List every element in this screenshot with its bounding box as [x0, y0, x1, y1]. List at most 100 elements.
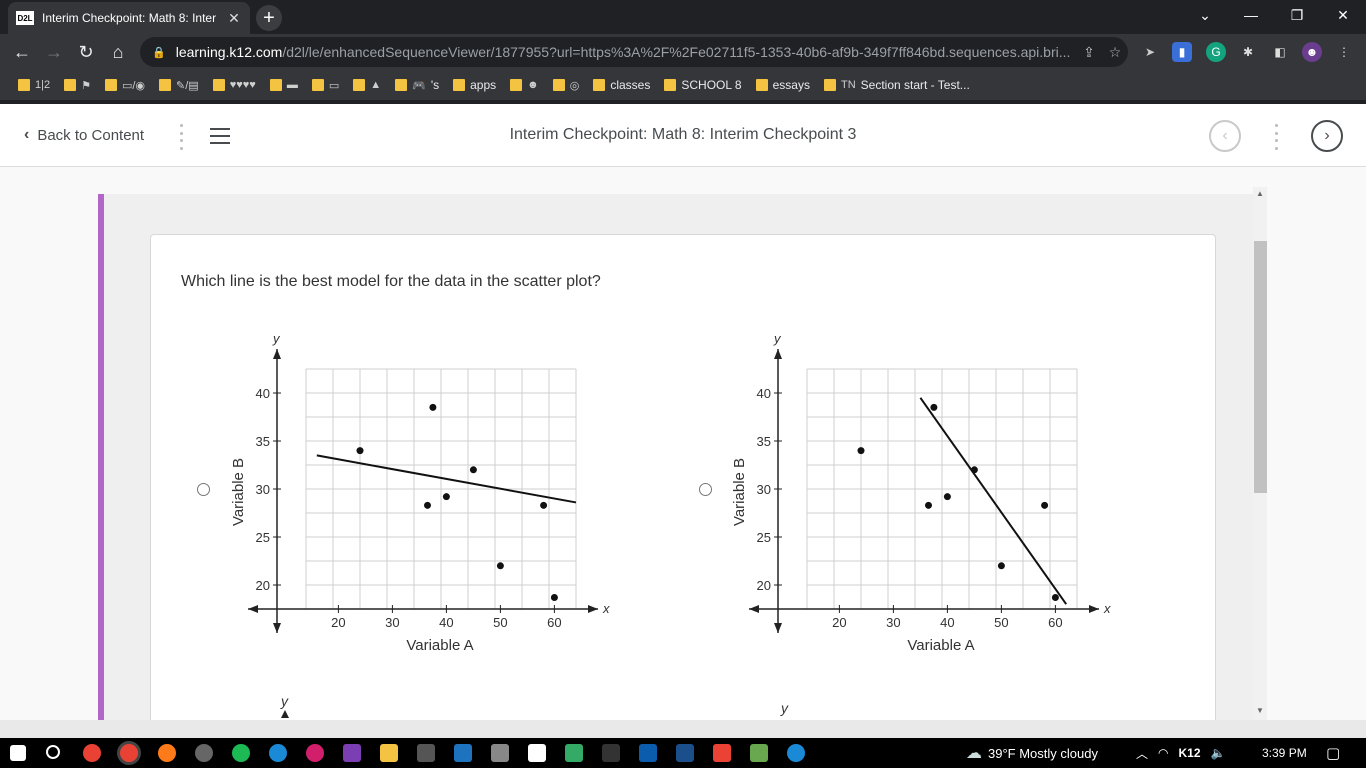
app-icon[interactable]: [639, 744, 657, 762]
question-card: Which line is the best model for the dat…: [150, 234, 1216, 720]
volume-icon[interactable]: 🔈: [1210, 746, 1226, 760]
bookmark-item[interactable]: ▬: [266, 79, 302, 91]
photos-app-icon[interactable]: [454, 744, 472, 762]
windows-start-icon[interactable]: [10, 745, 26, 761]
tab-search-icon[interactable]: ⌄: [1199, 6, 1211, 23]
bookmark-item[interactable]: ▲: [349, 79, 385, 91]
k12-tray-label: K12: [1178, 746, 1201, 760]
answer-radio-a[interactable]: [197, 483, 210, 496]
browser-tab[interactable]: D2L Interim Checkpoint: Math 8: Inter ✕: [8, 2, 250, 34]
bookmark-item[interactable]: ◎: [549, 79, 584, 92]
minecraft-icon[interactable]: [750, 744, 768, 762]
bookmark-star-icon[interactable]: ☆: [1108, 43, 1122, 60]
y-tick-label: 20: [757, 578, 771, 593]
side-panel-icon[interactable]: ◧: [1274, 45, 1286, 59]
data-point: [943, 493, 951, 501]
store-icon[interactable]: [528, 744, 546, 762]
bookmark-item[interactable]: essays: [752, 78, 814, 92]
bookmark-glyph-icon: ☻: [527, 79, 539, 91]
bookmark-item[interactable]: classes: [589, 78, 654, 92]
bookmark-item[interactable]: ▭/◉: [101, 79, 149, 92]
music-app-icon[interactable]: [306, 744, 324, 762]
app-icon[interactable]: [491, 744, 509, 762]
scrollbar-thumb[interactable]: [1254, 241, 1267, 493]
clock[interactable]: 3:39 PM: [1262, 746, 1307, 760]
home-icon[interactable]: ⌂: [112, 41, 124, 62]
bookmark-item[interactable]: ⚑: [60, 79, 95, 92]
camera-icon[interactable]: [417, 744, 435, 762]
app-icon[interactable]: [602, 744, 620, 762]
game-app-icon[interactable]: [343, 744, 361, 762]
x-axis-title: Variable A: [406, 637, 473, 654]
close-window-button[interactable]: ✕: [1337, 6, 1349, 23]
scroll-down-icon[interactable]: ▼: [1256, 706, 1264, 715]
browser-menu-icon[interactable]: ⋮: [1338, 45, 1350, 59]
x-axis-title: Variable A: [907, 637, 974, 654]
profile-avatar[interactable]: ☻: [1302, 42, 1322, 62]
minimize-button[interactable]: —: [1244, 7, 1258, 23]
question-panel: Which line is the best model for the dat…: [98, 194, 1253, 720]
app-icon[interactable]: [713, 744, 731, 762]
notifications-icon[interactable]: ▢: [1326, 745, 1341, 762]
new-tab-button[interactable]: +: [256, 5, 282, 31]
next-page-button[interactable]: ›: [1311, 120, 1343, 152]
restore-button[interactable]: ❐: [1290, 6, 1304, 23]
y-tick-label: 30: [757, 482, 771, 497]
chrome-active-icon[interactable]: [120, 744, 138, 762]
data-point: [356, 447, 364, 455]
bookmark-item[interactable]: ✎/▤: [155, 79, 203, 92]
extension-cursor-icon[interactable]: ➤: [1144, 45, 1156, 59]
spotify-icon[interactable]: [232, 744, 250, 762]
data-point: [997, 562, 1005, 570]
back-arrow-icon[interactable]: ←: [13, 41, 31, 62]
folder-icon: [552, 79, 565, 91]
bookmark-glyph-icon: ⚑: [81, 79, 91, 92]
bookmark-label: Section start - Test...: [860, 78, 970, 92]
share-icon[interactable]: ⇪: [1083, 43, 1095, 60]
chevron-left-icon: ‹: [24, 126, 30, 143]
extensions-puzzle-icon[interactable]: ✱: [1242, 45, 1254, 59]
data-point: [1041, 501, 1049, 509]
edge-icon[interactable]: [787, 744, 805, 762]
extension-book-icon[interactable]: ▮: [1172, 42, 1192, 62]
y-axis-letter: y: [272, 331, 281, 346]
settings-gear-icon[interactable]: [195, 744, 213, 762]
chrome-icon[interactable]: [83, 744, 101, 762]
folder-icon: [823, 79, 836, 91]
weather-widget[interactable]: ☁ 39°F Mostly cloudy: [966, 738, 1098, 768]
data-point: [496, 562, 504, 570]
scroll-up-icon[interactable]: ▲: [1256, 189, 1264, 198]
previous-page-button[interactable]: ‹: [1209, 120, 1241, 152]
forward-arrow-icon[interactable]: →: [45, 41, 63, 62]
bookmark-glyph-icon: ◎: [569, 79, 580, 92]
bookmark-item[interactable]: SCHOOL 8: [660, 78, 745, 92]
bookmark-glyph-icon: 1|2: [35, 79, 51, 91]
back-to-content-link[interactable]: ‹ Back to Content: [24, 126, 144, 144]
folder-icon: [311, 79, 324, 91]
bookmark-item[interactable]: apps: [449, 78, 500, 92]
bookmark-item[interactable]: ▭: [308, 79, 343, 92]
tab-close-icon[interactable]: ✕: [228, 9, 240, 26]
page-title: Interim Checkpoint: Math 8: Interim Chec…: [509, 126, 857, 143]
bookmark-item[interactable]: 1|2: [14, 79, 54, 91]
answer-radio-b[interactable]: [699, 483, 712, 496]
firefox-icon[interactable]: [158, 744, 176, 762]
bookmark-item[interactable]: ☻: [506, 79, 543, 91]
bookmark-item[interactable]: ♥♥♥♥: [209, 79, 260, 91]
folder-icon: [593, 79, 606, 91]
tray-chevron-icon[interactable]: ︿: [1136, 746, 1149, 761]
address-bar[interactable]: 🔒 learning.k12.com/d2l/le/enhancedSequen…: [140, 37, 1128, 67]
grammarly-icon[interactable]: G: [1206, 42, 1226, 62]
reload-icon[interactable]: ↻: [78, 41, 94, 62]
bookmark-item[interactable]: TN Section start - Test...: [820, 78, 974, 92]
wifi-icon[interactable]: ◠: [1158, 746, 1169, 760]
menu-hamburger-icon[interactable]: [210, 128, 230, 144]
app-icon[interactable]: [676, 744, 694, 762]
search-icon[interactable]: [46, 745, 60, 759]
x-axis-arrow: [749, 605, 759, 613]
bookmark-item[interactable]: 🎮 's: [391, 78, 443, 92]
file-explorer-icon[interactable]: [380, 744, 398, 762]
bookmark-glyph-icon: TN: [840, 79, 856, 91]
edge-icon[interactable]: [269, 744, 287, 762]
calculator-icon[interactable]: [565, 744, 583, 762]
